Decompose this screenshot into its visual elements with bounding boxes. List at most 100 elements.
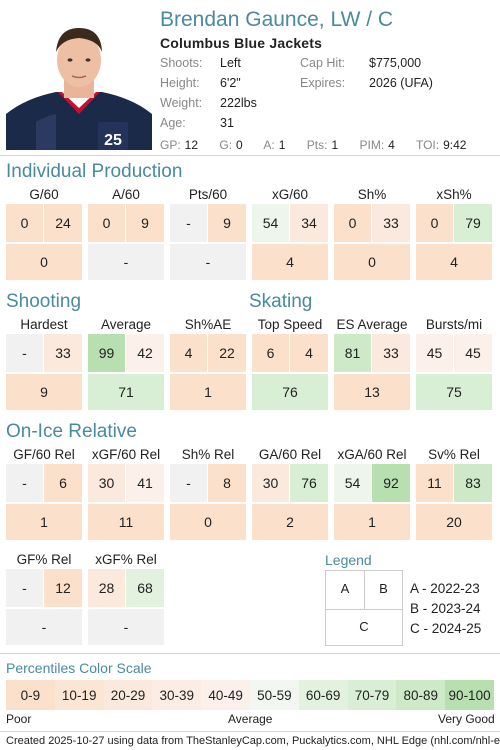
expires-label: Expires: bbox=[300, 76, 346, 90]
legend-box: A B C bbox=[325, 570, 403, 646]
metric-svrel-season-c: 20 bbox=[416, 504, 492, 540]
height-label: Height: bbox=[160, 76, 200, 90]
metric-a60-season-a: 0 bbox=[88, 204, 125, 242]
section-individual-production: Individual Production bbox=[6, 161, 183, 182]
legend-a-text: A - 2022-23 bbox=[410, 581, 480, 596]
metric-xgf60rel-season-a: 30 bbox=[88, 464, 125, 502]
scale-bin: 10-19 bbox=[54, 680, 104, 710]
metric-header-ga60rel: GA/60 Rel bbox=[258, 447, 322, 462]
metric-gf60rel-season-a: - bbox=[6, 464, 43, 502]
scale-poor-label: Poor bbox=[6, 712, 32, 726]
metric-xgf60rel-season-c: 11 bbox=[88, 504, 164, 540]
metric-xg60-season-c: 4 bbox=[252, 244, 328, 280]
metric-ga60rel-season-a: 30 bbox=[252, 464, 289, 502]
metric-sh-season-b: 33 bbox=[372, 204, 410, 242]
metric-header-bursts: Bursts/mi bbox=[425, 317, 483, 332]
metric-xga60rel-season-c: 1 bbox=[334, 504, 410, 540]
metric-a60-season-c: - bbox=[88, 244, 164, 280]
metric-g60-season-b: 24 bbox=[44, 204, 82, 242]
legend-b-text: B - 2023-24 bbox=[410, 601, 481, 616]
metric-topspeed-season-a: 6 bbox=[252, 334, 289, 372]
metric-bursts-season-c: 75 bbox=[416, 374, 492, 410]
metric-header-sh: Sh% bbox=[357, 187, 387, 202]
toi-value: 9:42 bbox=[443, 138, 467, 152]
metric-xsh-season-a: 0 bbox=[416, 204, 453, 242]
metric-header-xga60rel: xGA/60 Rel bbox=[337, 447, 407, 462]
metric-header-a60: A/60 bbox=[112, 187, 140, 202]
metric-topspeed-season-b: 4 bbox=[290, 334, 328, 372]
metric-gfrel-season-a: - bbox=[6, 569, 43, 607]
player-name: Brendan Gaunce, LW / C bbox=[160, 8, 394, 31]
legend-cell-a: A bbox=[340, 581, 350, 596]
metric-xga60rel-season-a: 54 bbox=[334, 464, 371, 502]
scale-bin: 90-100 bbox=[445, 680, 494, 710]
pts-label: Pts: bbox=[306, 138, 328, 152]
metric-g60-season-c: 0 bbox=[6, 244, 82, 280]
player-photo: 25 bbox=[6, 22, 152, 150]
metric-esavg-season-b: 33 bbox=[372, 334, 410, 372]
metric-header-average: Average bbox=[100, 317, 152, 332]
scale-divider bbox=[0, 653, 500, 654]
metric-header-hardest: Hardest bbox=[20, 317, 68, 332]
expires-value: 2026 (UFA) bbox=[369, 76, 433, 90]
legend-title: Legend bbox=[325, 552, 372, 568]
metric-shrel-season-b: 8 bbox=[208, 464, 246, 502]
metric-hardest-season-c: 9 bbox=[6, 374, 82, 410]
metric-gf60rel-season-c: 1 bbox=[6, 504, 82, 540]
metric-esavg-season-a: 81 bbox=[334, 334, 371, 372]
metric-shae-season-b: 22 bbox=[208, 334, 246, 372]
metric-header-gf60rel: GF/60 Rel bbox=[13, 447, 75, 462]
metric-svrel-season-a: 11 bbox=[416, 464, 453, 502]
metric-a60-season-b: 9 bbox=[126, 204, 164, 242]
gp-value: 12 bbox=[184, 138, 199, 152]
metric-header-svrel: Sv% Rel bbox=[428, 447, 480, 462]
metric-gf60rel-season-b: 6 bbox=[44, 464, 82, 502]
weight-value: 222lbs bbox=[220, 96, 257, 110]
toi-label: TOI: bbox=[415, 138, 440, 152]
height-value: 6'2" bbox=[220, 76, 241, 90]
metric-shrel-season-a: - bbox=[170, 464, 207, 502]
legend-cell-c: C bbox=[359, 619, 369, 634]
metric-average-season-c: 71 bbox=[88, 374, 164, 410]
metric-average-season-b: 42 bbox=[126, 334, 164, 372]
metric-header-gfrel: GF% Rel bbox=[16, 552, 72, 567]
metric-hardest-season-b: 33 bbox=[44, 334, 82, 372]
age-label: Age: bbox=[160, 116, 186, 130]
a-value: 1 bbox=[278, 138, 286, 152]
scale-bin: 60-69 bbox=[298, 680, 348, 710]
metric-header-shrel: Sh% Rel bbox=[181, 447, 235, 462]
metric-header-xgf60rel: xGF/60 Rel bbox=[91, 447, 161, 462]
scale-bin: 40-49 bbox=[201, 680, 250, 710]
metric-xgfrel-season-a: 28 bbox=[88, 569, 125, 607]
player-headshot-image: 25 bbox=[6, 22, 152, 150]
pts-value: 1 bbox=[331, 138, 339, 152]
metric-shrel-season-c: 0 bbox=[170, 504, 246, 540]
metric-xg60-season-b: 34 bbox=[290, 204, 328, 242]
metric-xsh-season-b: 79 bbox=[454, 204, 492, 242]
metric-gfrel-season-b: 12 bbox=[44, 569, 82, 607]
metric-xgfrel-season-c: - bbox=[88, 609, 164, 645]
scale-very-good-label: Very Good bbox=[438, 712, 495, 726]
g-value: 0 bbox=[236, 138, 243, 152]
scale-bin: 80-89 bbox=[396, 680, 446, 710]
footer-text: Created 2025-10-27 using data from TheSt… bbox=[6, 735, 500, 747]
team-name: Columbus Blue Jackets bbox=[160, 35, 323, 51]
metric-header-pts60: Pts/60 bbox=[188, 187, 228, 202]
pim-value: 4 bbox=[388, 138, 395, 152]
caphit-value: $775,000 bbox=[369, 56, 422, 70]
scale-bin: 70-79 bbox=[347, 680, 397, 710]
metric-ga60rel-season-b: 76 bbox=[290, 464, 328, 502]
section-on-ice-relative: On-Ice Relative bbox=[6, 421, 137, 442]
caphit-label: Cap Hit: bbox=[300, 56, 346, 70]
scale-bin: 30-39 bbox=[152, 680, 202, 710]
metric-sh-season-a: 0 bbox=[334, 204, 371, 242]
metric-header-g60: G/60 bbox=[29, 187, 59, 202]
pim-label: PIM: bbox=[359, 138, 385, 152]
scale-bin: 50-59 bbox=[249, 680, 299, 710]
legend-c-text: C - 2024-25 bbox=[410, 621, 482, 636]
percentile-color-scale: 0-9 10-19 20-29 30-39 40-49 50-59 60-69 70-79 80… bbox=[6, 680, 494, 710]
metric-shae-season-a: 4 bbox=[170, 334, 207, 372]
shoots-value: Left bbox=[220, 56, 241, 70]
metric-hardest-season-a: - bbox=[6, 334, 43, 372]
metric-header-xsh: xSh% bbox=[436, 187, 472, 202]
